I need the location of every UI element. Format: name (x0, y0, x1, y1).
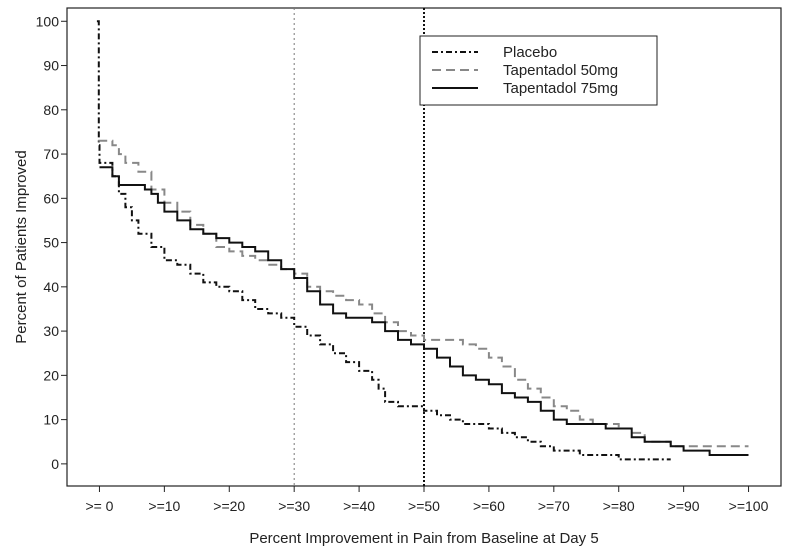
series-line-tapentadol-75mg (99, 166, 749, 456)
x-tick-label: >=30 (278, 498, 310, 514)
series-layer (96, 20, 749, 461)
y-tick-label: 30 (43, 323, 59, 339)
x-tick-label: >=90 (668, 498, 700, 514)
series-line-placebo (96, 20, 671, 461)
series-line-tapentadol-50mg (98, 139, 749, 448)
x-axis-title: Percent Improvement in Pain from Baselin… (249, 530, 598, 547)
x-tick-label: >=70 (538, 498, 570, 514)
legend-label-tapentadol-50mg: Tapentadol 50mg (503, 62, 618, 79)
y-axis-title: Percent of Patients Improved (13, 150, 30, 343)
y-tick-label: 80 (43, 102, 59, 118)
y-tick-label: 40 (43, 279, 59, 295)
y-tick-label: 100 (36, 13, 60, 29)
x-tick-label: >= 0 (85, 498, 113, 514)
y-tick-label: 50 (43, 235, 59, 251)
x-axis: >= 0 >=10 >=20 >=30 >=40 >=50 >=60 >=70 >=80 >=90… (85, 486, 769, 514)
y-tick-label: 90 (43, 58, 59, 74)
x-tick-label: >=40 (343, 498, 375, 514)
x-tick-label: >=100 (729, 498, 769, 514)
legend-label-placebo: Placebo (503, 44, 557, 61)
legend-label-tapentadol-75mg: Tapentadol 75mg (503, 80, 618, 97)
x-tick-label: >=20 (213, 498, 245, 514)
x-tick-label: >=10 (148, 498, 180, 514)
x-tick-label: >=80 (603, 498, 635, 514)
y-tick-label: 60 (43, 190, 59, 206)
y-tick-label: 70 (43, 146, 59, 162)
y-axis: 0 10 20 30 40 50 60 70 80 90 100 (36, 13, 67, 472)
legend-box (419, 35, 658, 106)
x-tick-label: >=60 (473, 498, 505, 514)
legend: Placebo Tapentadol 50mg Tapentadol 75mg (419, 35, 658, 106)
reference-lines (293, 8, 425, 486)
y-tick-label: 0 (51, 456, 59, 472)
y-tick-label: 20 (43, 367, 59, 383)
x-tick-label: >=50 (408, 498, 440, 514)
y-tick-label: 10 (43, 412, 59, 428)
